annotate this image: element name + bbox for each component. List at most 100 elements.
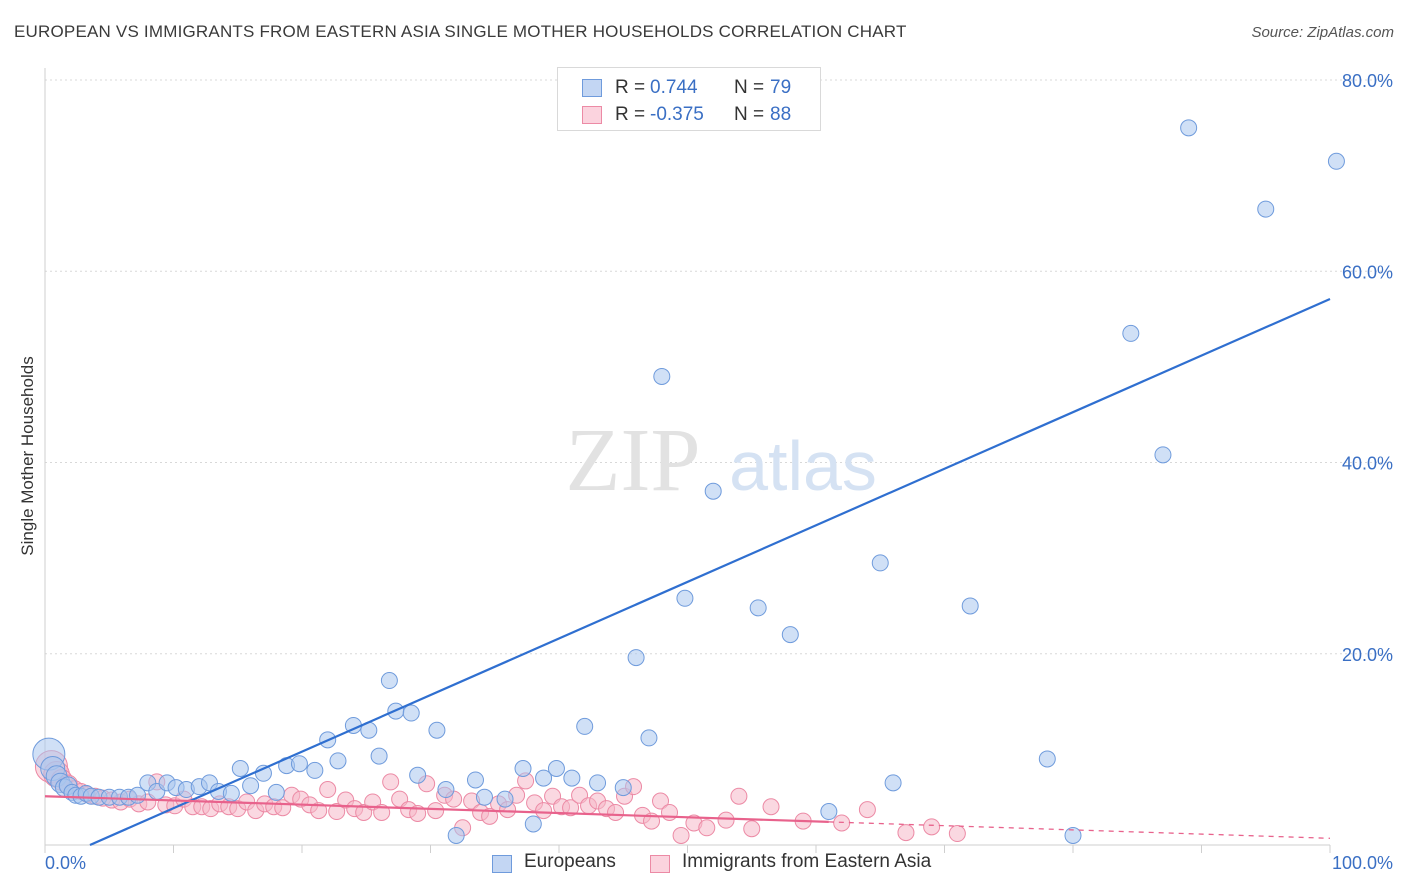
y-tick-label: 20.0% — [1342, 645, 1393, 665]
point-immigrants — [672, 826, 690, 844]
legend-swatch-immigrants — [650, 855, 670, 873]
point-immigrants — [661, 803, 679, 821]
point-immigrants — [717, 811, 735, 829]
point-immigrants — [652, 792, 670, 810]
legend-n-value: 79 — [770, 77, 792, 98]
point-europeans — [614, 779, 632, 797]
x-tick-label-max: 100.0% — [1332, 853, 1393, 873]
point-europeans — [475, 788, 493, 806]
point-europeans — [1064, 826, 1082, 844]
point-europeans — [370, 747, 388, 765]
legend-swatch-europeans — [582, 79, 602, 97]
point-europeans — [496, 790, 514, 808]
correlation-legend: R = 0.744 N = 79 R = -0.375 N = 88 — [557, 67, 821, 131]
point-europeans — [380, 672, 398, 690]
trend-line-europeans — [89, 297, 1331, 847]
point-europeans — [1327, 152, 1345, 170]
point-europeans — [329, 752, 347, 770]
point-europeans — [466, 771, 484, 789]
point-europeans — [409, 766, 427, 784]
point-immigrants — [319, 781, 337, 799]
point-immigrants — [382, 773, 400, 791]
point-europeans — [428, 721, 446, 739]
y-tick-label: 60.0% — [1342, 262, 1393, 282]
point-immigrants — [743, 820, 761, 838]
point-europeans — [514, 760, 532, 777]
point-europeans — [242, 777, 260, 795]
point-europeans — [437, 781, 455, 799]
point-immigrants — [858, 801, 876, 819]
point-europeans — [627, 649, 645, 667]
point-immigrants — [897, 824, 915, 842]
point-europeans — [589, 774, 607, 792]
axes — [44, 68, 1331, 853]
point-immigrants — [535, 802, 553, 820]
source-label: Source: ZipAtlas.com — [1251, 24, 1394, 41]
point-immigrants — [698, 819, 716, 837]
legend-item-europeans[interactable]: Europeans — [492, 851, 632, 877]
point-europeans — [1122, 324, 1140, 342]
point-europeans — [1180, 119, 1198, 137]
series-europeans-points — [32, 119, 1345, 844]
legend-r-value: -0.375 — [650, 104, 704, 125]
point-immigrants — [310, 802, 328, 820]
legend-r-label: R = — [615, 77, 646, 98]
trend-line-immigrants-extrapolated — [828, 821, 1331, 839]
point-immigrants — [833, 814, 851, 832]
point-europeans — [704, 482, 722, 500]
point-europeans — [871, 554, 889, 572]
legend-item-immigrants[interactable]: Immigrants from Eastern Asia — [650, 851, 960, 877]
point-immigrants — [562, 799, 580, 817]
point-immigrants — [923, 818, 941, 836]
legend-row-europeans: R = 0.744 N = 79 — [558, 74, 820, 102]
legend-n-value: 88 — [770, 104, 792, 125]
y-tick-label: 80.0% — [1342, 71, 1393, 91]
point-europeans — [547, 760, 565, 777]
point-europeans — [402, 704, 420, 722]
watermark-atlas: atlas — [729, 427, 877, 505]
point-europeans — [535, 769, 553, 787]
x-tick-label-min: 0.0% — [45, 853, 86, 873]
tick-labels: 20.0% 40.0% 60.0% 80.0% 0.0% 100.0% — [45, 71, 1393, 873]
point-europeans — [576, 717, 594, 735]
point-immigrants — [948, 825, 966, 843]
point-europeans — [524, 815, 542, 833]
point-immigrants — [373, 803, 391, 821]
legend-row-immigrants: R = -0.375 N = 88 — [558, 101, 820, 129]
watermark: ZIP atlas — [566, 411, 877, 510]
y-axis-title: Single Mother Households — [18, 356, 37, 556]
legend-r-label: R = — [615, 104, 646, 125]
legend-n-label: N = — [734, 77, 765, 98]
watermark-zip: ZIP — [566, 411, 701, 510]
trend-line-immigrants — [44, 795, 829, 823]
trend-lines — [44, 297, 1331, 847]
chart-title: EUROPEAN VS IMMIGRANTS FROM EASTERN ASIA… — [14, 22, 907, 41]
point-europeans — [1038, 750, 1056, 768]
legend-label-immigrants: Immigrants from Eastern Asia — [682, 851, 932, 872]
legend-swatch-europeans — [492, 855, 512, 873]
point-immigrants — [328, 803, 346, 821]
point-europeans — [1257, 200, 1275, 218]
point-europeans — [884, 774, 902, 792]
point-immigrants — [607, 803, 625, 821]
point-europeans — [653, 367, 671, 385]
point-europeans — [961, 597, 979, 615]
point-europeans — [290, 755, 308, 773]
point-europeans — [676, 589, 694, 607]
point-europeans — [222, 784, 240, 802]
y-tick-label: 40.0% — [1342, 454, 1393, 474]
point-immigrants — [427, 802, 445, 820]
point-europeans — [563, 769, 581, 787]
legend-r-value: 0.744 — [650, 77, 698, 98]
point-immigrants — [481, 807, 499, 825]
legend-n-label: N = — [734, 104, 765, 125]
point-europeans — [1154, 446, 1172, 464]
point-europeans — [781, 626, 799, 644]
point-europeans — [640, 729, 658, 747]
point-europeans — [749, 599, 767, 617]
point-europeans — [306, 761, 324, 779]
point-europeans — [820, 803, 838, 821]
point-europeans — [447, 826, 465, 844]
point-immigrants — [730, 787, 748, 805]
